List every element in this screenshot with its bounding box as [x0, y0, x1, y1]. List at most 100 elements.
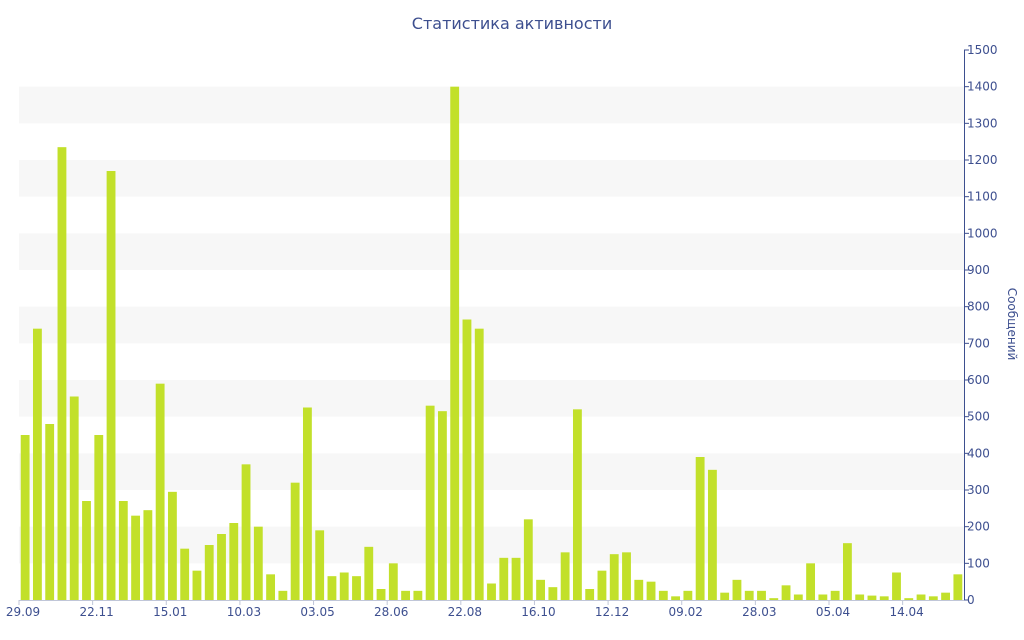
bar	[437, 411, 447, 600]
bar	[229, 523, 239, 600]
bar	[572, 409, 582, 600]
bar	[793, 594, 803, 600]
bar	[45, 424, 55, 600]
bar	[928, 596, 938, 600]
grid-band	[19, 306, 964, 344]
bar	[499, 557, 509, 600]
bar	[69, 396, 79, 600]
bar	[757, 590, 766, 600]
y-tick-label: 400	[967, 446, 990, 460]
x-tick-label: 29.09	[6, 605, 40, 619]
bar	[720, 592, 730, 600]
y-tick-label: 100	[967, 556, 990, 570]
bar	[548, 587, 558, 600]
bar	[352, 576, 361, 600]
bar	[916, 594, 926, 600]
bar	[401, 590, 411, 600]
bar	[695, 457, 705, 600]
y-tick-label: 700	[967, 336, 990, 350]
bar	[413, 590, 423, 600]
bar	[671, 596, 681, 600]
bar	[830, 590, 840, 600]
bar	[707, 469, 717, 600]
bar	[327, 576, 337, 600]
bar	[658, 590, 668, 600]
bar	[155, 383, 165, 600]
bars-group	[20, 86, 963, 600]
y-tick-label: 1100	[967, 190, 998, 204]
bar	[32, 328, 42, 600]
y-tick-label: 800	[967, 300, 990, 314]
grid-band	[19, 380, 964, 417]
bar	[425, 405, 435, 600]
x-tick-label: 28.06	[374, 605, 408, 619]
bar	[278, 590, 288, 600]
bar	[364, 546, 374, 600]
bar	[106, 171, 116, 600]
bar	[867, 595, 877, 600]
bar	[180, 548, 190, 600]
y-tick-label: 900	[967, 263, 990, 277]
bar	[204, 545, 214, 600]
bar	[634, 579, 644, 600]
x-tick-label: 05.04	[816, 605, 850, 619]
bar	[941, 592, 951, 600]
bar	[192, 570, 202, 600]
chart-title: Статистика активности	[411, 14, 613, 33]
bar	[241, 464, 251, 600]
x-tick-label: 16.10	[521, 605, 555, 619]
bar	[744, 590, 754, 600]
bar	[143, 510, 153, 600]
bar	[315, 530, 325, 600]
bar	[892, 572, 901, 600]
bar	[376, 589, 386, 600]
y-tick-label: 200	[967, 520, 990, 534]
y-tick-label: 0	[967, 593, 975, 607]
x-tick-label: 22.08	[448, 605, 482, 619]
grid-band	[19, 453, 964, 490]
bar	[462, 319, 472, 600]
y-tick-label: 1400	[967, 80, 998, 94]
bar	[388, 563, 398, 600]
bar	[302, 407, 312, 600]
bar	[290, 482, 300, 600]
bar	[806, 563, 816, 600]
y-tick-label: 1000	[967, 226, 998, 240]
bar	[904, 598, 914, 600]
x-tick-label: 22.11	[79, 605, 113, 619]
grid-bands	[19, 86, 964, 564]
bar	[769, 598, 779, 600]
bar	[818, 594, 828, 600]
bar	[560, 552, 570, 600]
bar	[536, 579, 546, 600]
y-tick-label: 300	[967, 483, 990, 497]
bar	[732, 579, 742, 600]
x-tick-label: 12.12	[595, 605, 629, 619]
y-tick-label: 1500	[967, 43, 998, 57]
bar	[523, 519, 533, 600]
bar	[487, 583, 496, 600]
bar	[855, 594, 865, 600]
y-tick-label: 600	[967, 373, 990, 387]
x-tick-label: 28.03	[742, 605, 776, 619]
bar	[609, 554, 619, 600]
x-tick-label: 03.05	[300, 605, 334, 619]
bar	[879, 596, 889, 600]
bar	[781, 585, 791, 600]
bar	[597, 570, 607, 600]
bar	[511, 557, 521, 600]
x-tick-label: 15.01	[153, 605, 187, 619]
bar	[683, 590, 693, 600]
bar	[131, 515, 141, 600]
bar	[842, 543, 852, 600]
y-axis-title: Сообщений	[1005, 288, 1019, 361]
y-tick-label: 1200	[967, 153, 998, 167]
y-axis: 0 100 200 300 400 500 600 700 800 900 1000 1100 1200…	[964, 43, 998, 607]
bar	[82, 501, 91, 600]
bar	[217, 534, 226, 600]
bar	[57, 147, 67, 600]
x-tick-label: 14.04	[889, 605, 923, 619]
bar	[339, 572, 349, 600]
bar	[20, 435, 30, 600]
